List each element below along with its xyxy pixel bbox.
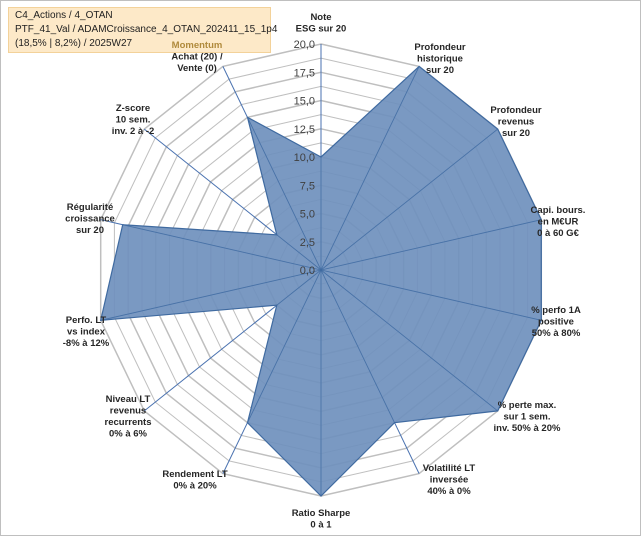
series-spoke: [100, 269, 322, 321]
axis-label: % perfo 1A positive 50% à 80%: [531, 305, 581, 339]
axis-label: Note ESG sur 20: [296, 12, 347, 35]
series-spoke: [320, 66, 420, 271]
series-spoke: [247, 269, 322, 423]
series-spoke: [320, 269, 542, 321]
axis-label: Z-score 10 sem. inv. 2 à -2: [112, 103, 155, 137]
axis-label: Capi. bours. en M€UR 0 à 60 G€: [531, 205, 586, 239]
tick-label: 7,5: [300, 180, 315, 192]
chart-title-box: C4_Actions / 4_OTAN PTF_41_Val / ADAMCro…: [8, 7, 277, 53]
series-spoke: [320, 128, 498, 271]
axis-label: Ratio Sharpe 0 à 1: [292, 508, 351, 531]
title-line-2: PTF_41_Val / ADAMCroissance_4_OTAN_20241…: [15, 24, 278, 35]
title-line-1: C4_Actions / 4_OTAN: [15, 10, 113, 21]
tick-label: 0,0: [300, 265, 315, 277]
axis-label: Volatilité LT inversée 40% à 0%: [423, 463, 476, 497]
tick-label: 12,5: [294, 124, 315, 136]
axis-label: Rendement LT 0% à 20%: [162, 469, 227, 492]
tick-label: 17,5: [294, 67, 315, 79]
series-spoke: [320, 269, 395, 423]
radar-tick-labels: 0,0 2,5 5,0 7,5 10,0 12,5 15,0 17,5 20,0: [294, 39, 315, 277]
title-line-3: (18,5% | 8,2%) / 2025W27: [15, 38, 133, 49]
axis-label: Perfo. LT vs index -8% à 12%: [63, 315, 110, 349]
series-spoke: [320, 269, 498, 412]
tick-label: 20,0: [294, 39, 315, 51]
tick-label: 2,5: [300, 237, 315, 249]
radar-series: [99, 65, 542, 497]
radar-axis-labels: Note ESG sur 20 Profondeur historique sur 20…: [63, 12, 586, 531]
axis-label: Profondeur revenus sur 20: [490, 105, 541, 139]
series-spoke: [122, 224, 322, 271]
series-spoke: [276, 234, 322, 271]
tick-label: 5,0: [300, 209, 315, 221]
series-spoke: [320, 219, 542, 271]
tick-label: 15,0: [294, 96, 315, 108]
axis-label: % perte max. sur 1 sem. inv. 50% à 20%: [494, 400, 561, 434]
axis-label: Momentum Achat (20) / Vente (0): [171, 40, 223, 74]
tick-label: 10,0: [294, 152, 315, 164]
series-spoke: [247, 117, 322, 271]
axis-label: Niveau LT revenus recurrents 0% à 6%: [105, 394, 152, 440]
series-spoke: [276, 269, 322, 306]
axis-label: Profondeur historique sur 20: [414, 42, 465, 76]
axis-label: Régularité croissance sur 20: [65, 202, 115, 236]
